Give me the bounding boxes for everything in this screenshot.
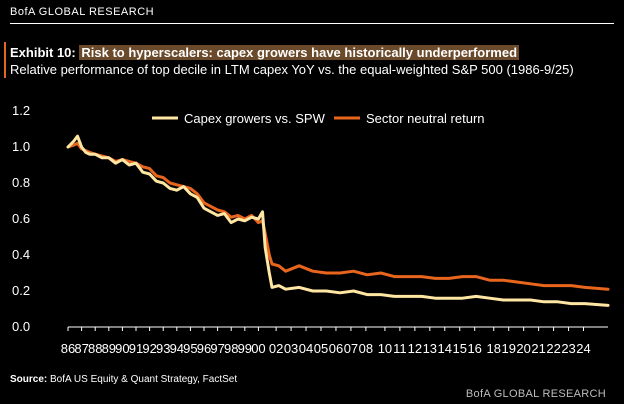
x-tick-label: 11 (393, 341, 407, 356)
series-line-capex-growers (66, 134, 610, 307)
legend-sector-neutral-label: Sector neutral return (366, 111, 485, 126)
x-tick-label: 89 (102, 341, 116, 356)
legend-capex-growers-label: Capex growers vs. SPW (184, 111, 326, 126)
exhibit-title: Exhibit 10: Risk to hyperscalers: capex … (10, 45, 520, 60)
x-tick-label: 92 (142, 341, 156, 356)
x-tick-label: 19 (501, 341, 515, 356)
x-tick-label: 06 (329, 341, 343, 356)
x-tick-label: 20 (516, 341, 530, 356)
header-divider (10, 23, 614, 24)
x-tick-label: 88 (88, 341, 102, 356)
y-tick-label: 0.8 (12, 175, 30, 190)
x-tick-label: 93 (156, 341, 170, 356)
x-tick-label: 03 (284, 341, 298, 356)
title-accent-bar (4, 42, 6, 78)
source-label: Source: (10, 374, 48, 385)
series-line-sector-neutral (66, 141, 610, 291)
source-text: BofA US Equity & Quant Strategy, FactSet (50, 374, 238, 385)
x-tick-label: 18 (487, 341, 501, 356)
x-tick-label: 87 (74, 341, 88, 356)
exhibit-label: Exhibit 10: (10, 45, 76, 60)
x-tick-label: 95 (183, 341, 197, 356)
x-tick-label: 00 (251, 341, 265, 356)
exhibit-subtitle: Relative performance of top decile in LT… (10, 62, 574, 77)
x-tick-label: 02 (269, 341, 283, 356)
y-tick-label: 0.2 (12, 283, 30, 298)
x-tick-label: 99 (238, 341, 252, 356)
brand-footer: BofA GLOBAL RESEARCH (465, 388, 606, 400)
x-tick-label: 24 (576, 341, 590, 356)
x-tick-label: 10 (378, 341, 392, 356)
y-tick-label: 1.0 (12, 139, 30, 154)
x-tick-label: 94 (170, 341, 184, 356)
y-tick-label: 1.2 (12, 103, 30, 118)
y-tick-label: 0.6 (12, 211, 30, 226)
x-tick-label: 14 (438, 341, 452, 356)
x-tick-label: 98 (224, 341, 238, 356)
title-text: Risk to hyperscalers: capex growers have… (79, 45, 520, 60)
x-tick-label: 90 (115, 341, 129, 356)
x-tick-label: 15 (453, 341, 467, 356)
y-tick-label: 0.4 (12, 247, 30, 262)
x-tick-label: 97 (210, 341, 224, 356)
x-tick-label: 23 (561, 341, 575, 356)
x-tick-label: 21 (531, 341, 545, 356)
x-tick-label: 04 (299, 341, 313, 356)
y-tick-label: 0.0 (12, 319, 30, 334)
x-tick-label: 12 (408, 341, 422, 356)
x-tick-label: 05 (314, 341, 328, 356)
x-tick-label: 86 (61, 341, 75, 356)
source-note: Source: BofA US Equity & Quant Strategy,… (10, 374, 237, 385)
x-tick-label: 96 (197, 341, 211, 356)
brand-header: BofA GLOBAL RESEARCH (10, 6, 155, 18)
x-tick-label: 91 (129, 341, 143, 356)
x-tick-label: 07 (344, 341, 358, 356)
x-tick-label: 08 (359, 341, 373, 356)
x-tick-label: 16 (467, 341, 481, 356)
x-tick-label: 22 (546, 341, 560, 356)
x-tick-label: 13 (423, 341, 437, 356)
